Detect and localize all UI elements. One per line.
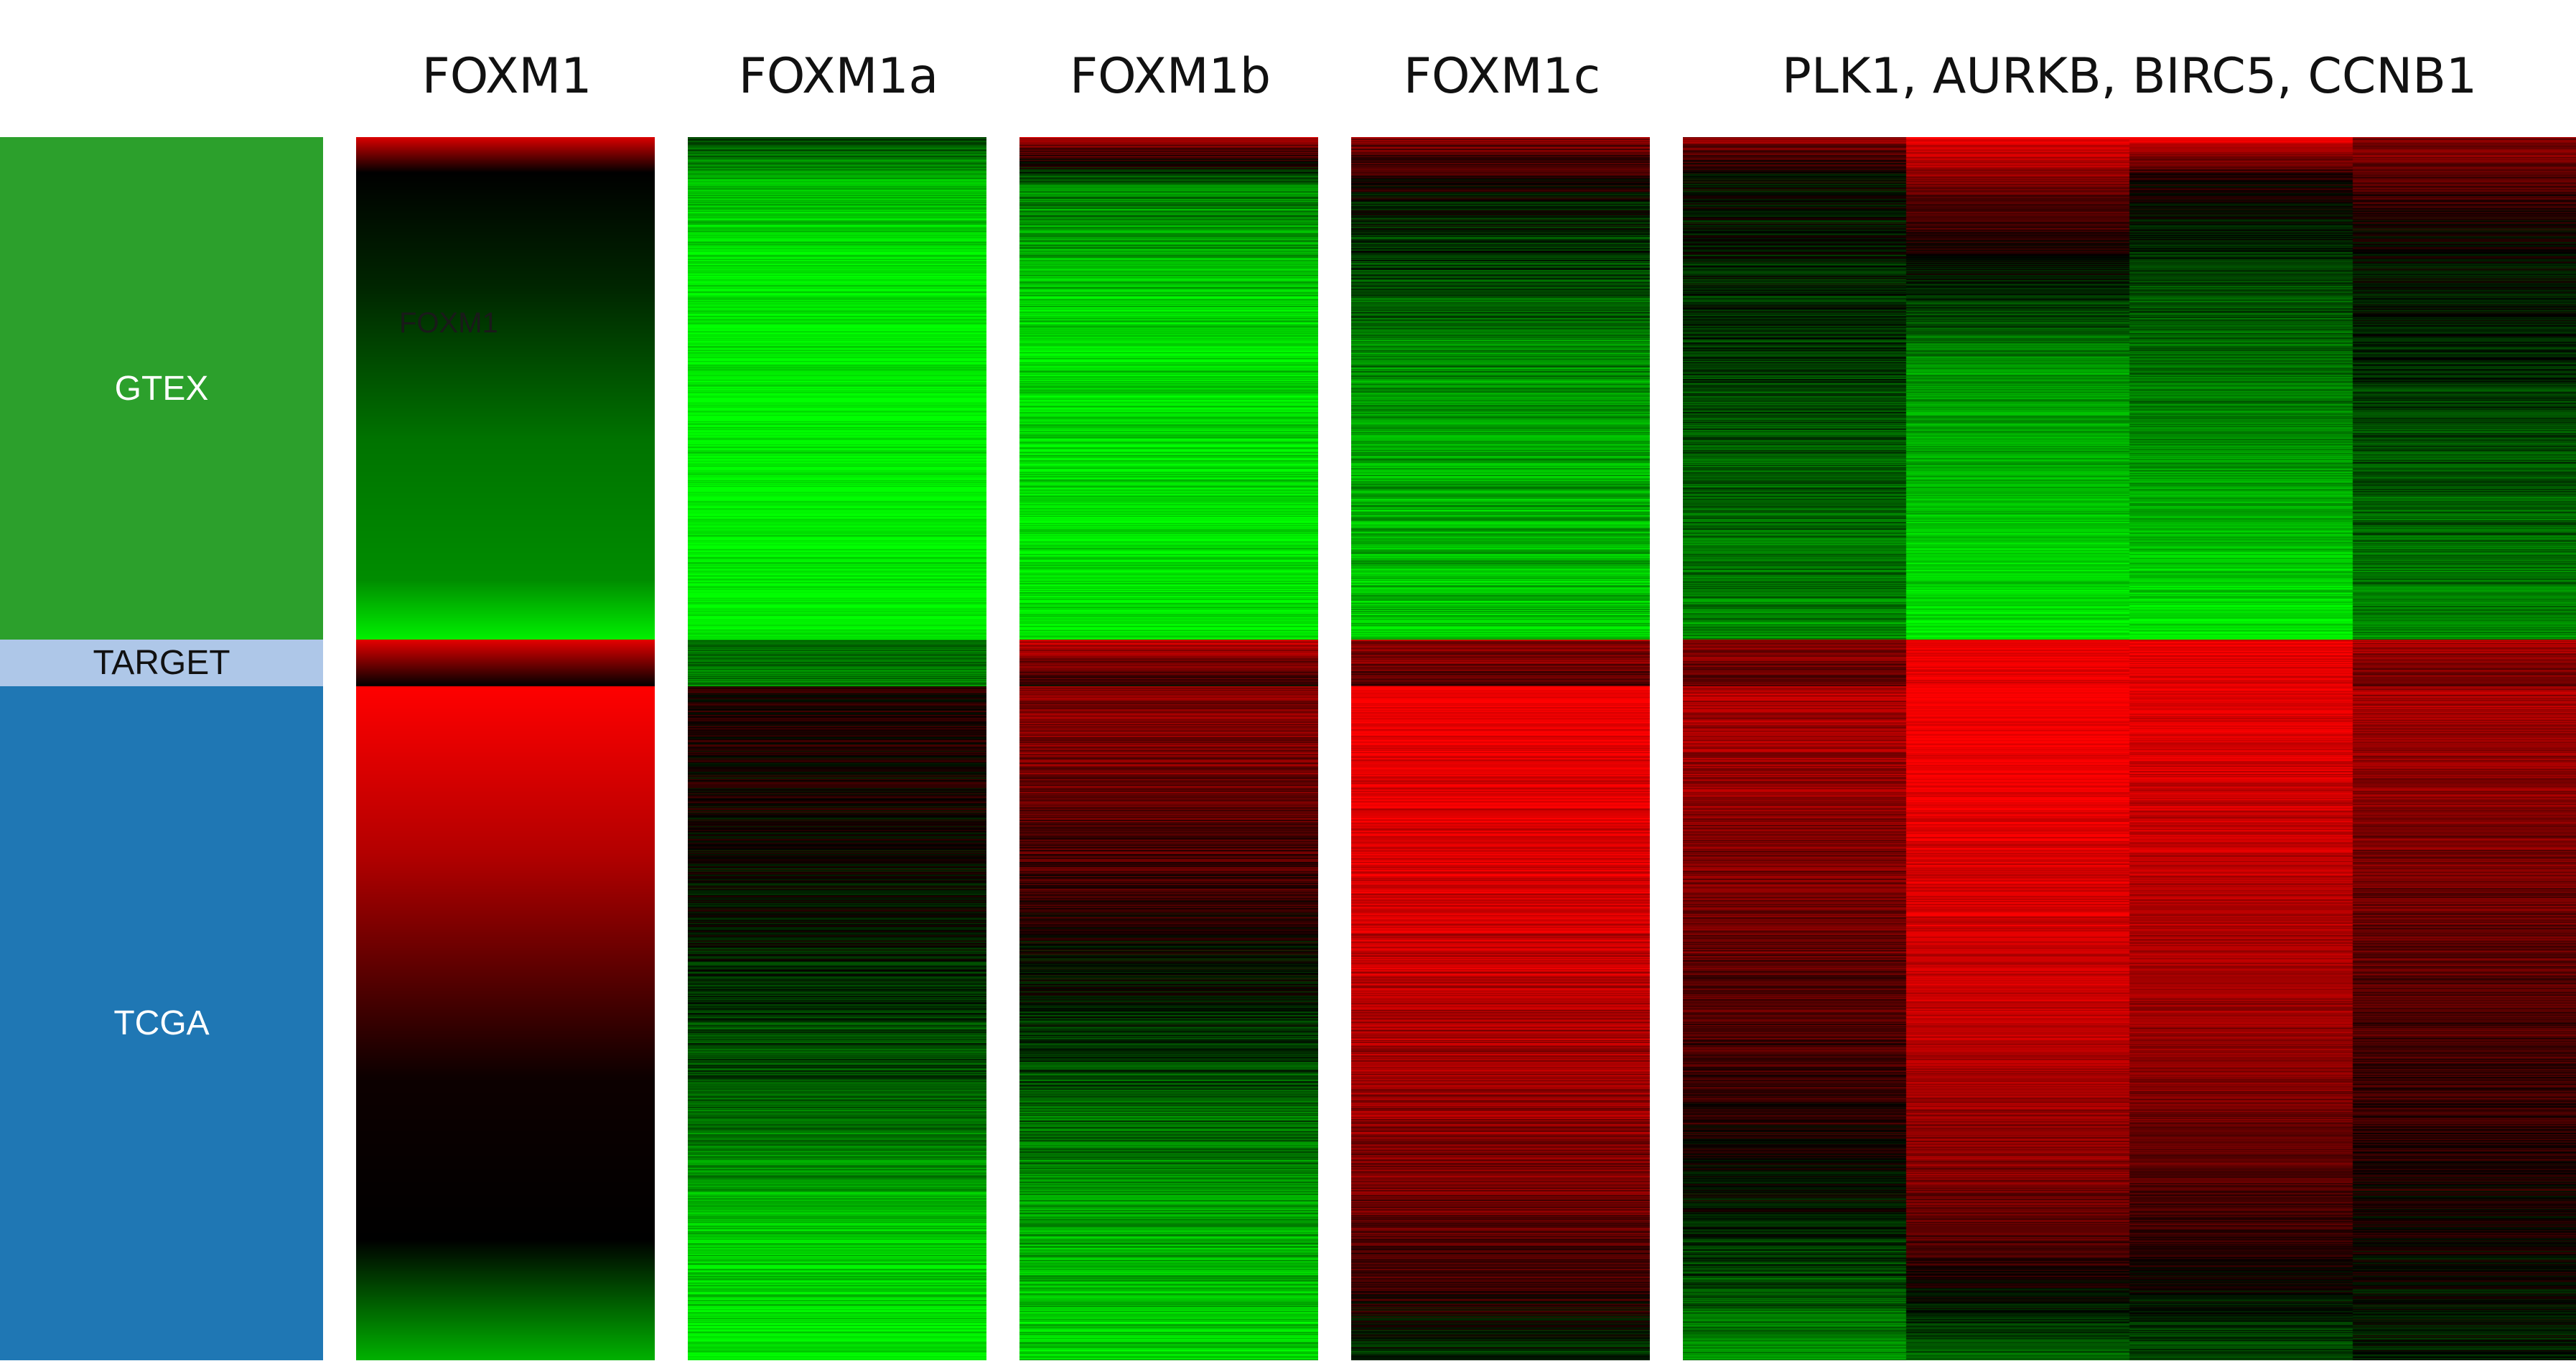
heatmap-cells-plk1-aurkb-birc5-ccnb1: [1683, 137, 2576, 1360]
heatmap-column-foxm1b: [1019, 137, 1318, 1360]
row-group-tcga-label: TCGA: [113, 1004, 210, 1042]
heatmap-cells-foxm1c: [1351, 137, 1650, 1360]
row-group-gtex: GTEX: [0, 137, 323, 640]
header-foxm1c: FOXM1c: [1403, 48, 1601, 105]
heatmap-cells-foxm1: [356, 137, 655, 1360]
heatmap-column-foxm1: [356, 137, 655, 1360]
row-group-gtex-label: GTEX: [114, 369, 209, 408]
header-foxm1a: FOXM1a: [738, 48, 939, 105]
heatmap-column-foxm1c: [1351, 137, 1650, 1360]
row-group-target: TARGET: [0, 640, 323, 686]
heatmap-cells-foxm1a: [688, 137, 986, 1360]
header-foxm1b: FOXM1b: [1070, 48, 1271, 105]
row-group-target-label: TARGET: [93, 644, 230, 682]
header-proliferation-genes: PLK1, AURKB, BIRC5, CCNB1: [1781, 48, 2478, 105]
heatmap-column-foxm1a: [688, 137, 986, 1360]
header-foxm1: FOXM1: [421, 48, 592, 105]
heatmap-cells-foxm1b: [1019, 137, 1318, 1360]
heatmap-column-proliferation-genes: [1683, 137, 2576, 1360]
foxm1-overlay-label: FOXM1: [399, 307, 498, 339]
row-group-tcga: TCGA: [0, 686, 323, 1360]
